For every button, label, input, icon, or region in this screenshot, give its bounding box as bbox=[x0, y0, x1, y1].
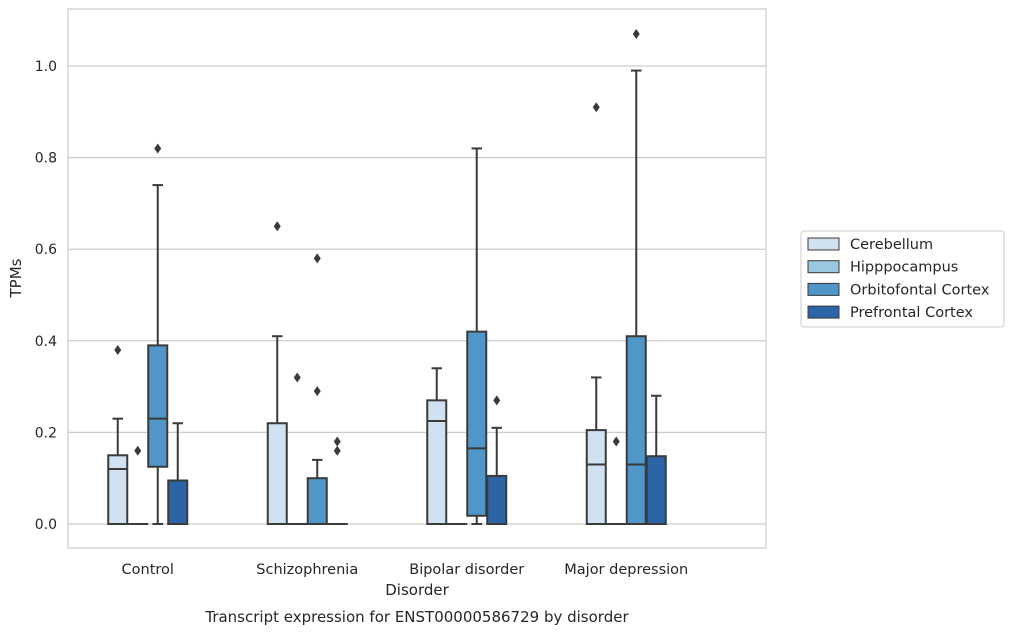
y-tick-label: 0.6 bbox=[35, 242, 57, 258]
legend-frame bbox=[800, 230, 1005, 328]
x-tick-label: Bipolar disorder bbox=[409, 562, 524, 578]
x-tick-label: Major depression bbox=[564, 562, 688, 578]
y-axis-ticks: 0.0 0.2 0.4 0.6 0.8 1.0 bbox=[35, 59, 57, 533]
box-body bbox=[107, 454, 129, 525]
legend-label: Hipppocampus bbox=[850, 260, 958, 276]
box-body bbox=[645, 455, 667, 525]
box-3-2 bbox=[625, 28, 647, 525]
y-tick-label: 0.8 bbox=[35, 151, 57, 167]
legend-label: Cerebellum bbox=[850, 237, 933, 253]
outlier-point bbox=[273, 221, 281, 232]
outlier-point bbox=[293, 372, 301, 383]
legend-swatch bbox=[807, 260, 840, 274]
box-body bbox=[585, 429, 607, 525]
box-body bbox=[167, 479, 189, 525]
outlier-point bbox=[313, 253, 321, 264]
box-1-0 bbox=[266, 221, 288, 525]
box-3-3 bbox=[645, 394, 667, 525]
x-tick-label: Schizophrenia bbox=[256, 562, 358, 578]
box-0-0 bbox=[107, 344, 129, 525]
box-0-3 bbox=[167, 422, 189, 525]
box-body bbox=[466, 330, 488, 517]
legend-label: Prefrontal Cortex bbox=[850, 305, 973, 321]
legend-swatch bbox=[807, 237, 840, 251]
box-2-0 bbox=[426, 367, 448, 525]
legend: Cerebellum Hipppocampus Orbitofontal Corte… bbox=[800, 230, 1005, 328]
x-axis-label: Disorder bbox=[385, 581, 449, 599]
box-body bbox=[306, 477, 328, 526]
box-body bbox=[625, 335, 647, 525]
box-body bbox=[486, 474, 508, 526]
box-1-1 bbox=[286, 372, 308, 526]
outlier-point bbox=[612, 436, 620, 447]
outlier-point bbox=[632, 28, 640, 39]
box-2-2 bbox=[466, 147, 488, 525]
outlier-point bbox=[333, 436, 341, 447]
x-axis-ticks: Control Schizophrenia Bipolar disorder Majo… bbox=[122, 562, 689, 578]
box-1-3 bbox=[326, 436, 348, 526]
y-tick-label: 0.0 bbox=[35, 517, 57, 533]
box-0-1 bbox=[127, 445, 149, 526]
chart-caption: Transcript expression for ENST0000058672… bbox=[204, 608, 629, 626]
outlier-point bbox=[134, 445, 142, 456]
box-1-2 bbox=[306, 253, 328, 526]
box-3-1 bbox=[605, 436, 627, 526]
outlier-point bbox=[114, 344, 122, 355]
y-axis-label: TPMs bbox=[7, 258, 25, 298]
outlier-point bbox=[493, 395, 501, 406]
plot-frame bbox=[67, 8, 767, 549]
outlier-point bbox=[333, 445, 341, 456]
box-0-2 bbox=[147, 143, 169, 525]
legend-label: Orbitofontal Cortex bbox=[850, 282, 990, 298]
box-body bbox=[426, 399, 448, 525]
box-3-0 bbox=[585, 102, 607, 525]
y-tick-label: 0.4 bbox=[35, 334, 57, 350]
legend-swatch bbox=[807, 305, 840, 319]
outlier-point bbox=[313, 386, 321, 397]
y-tick-label: 0.2 bbox=[35, 425, 57, 441]
box-groups bbox=[107, 28, 667, 526]
y-tick-label: 1.0 bbox=[35, 59, 57, 75]
box-body bbox=[266, 422, 288, 525]
x-tick-label: Control bbox=[122, 562, 174, 578]
outlier-point bbox=[154, 143, 162, 154]
box-2-3 bbox=[486, 395, 508, 526]
outlier-point bbox=[592, 102, 600, 113]
box-body bbox=[147, 344, 169, 468]
legend-swatch bbox=[807, 282, 840, 296]
